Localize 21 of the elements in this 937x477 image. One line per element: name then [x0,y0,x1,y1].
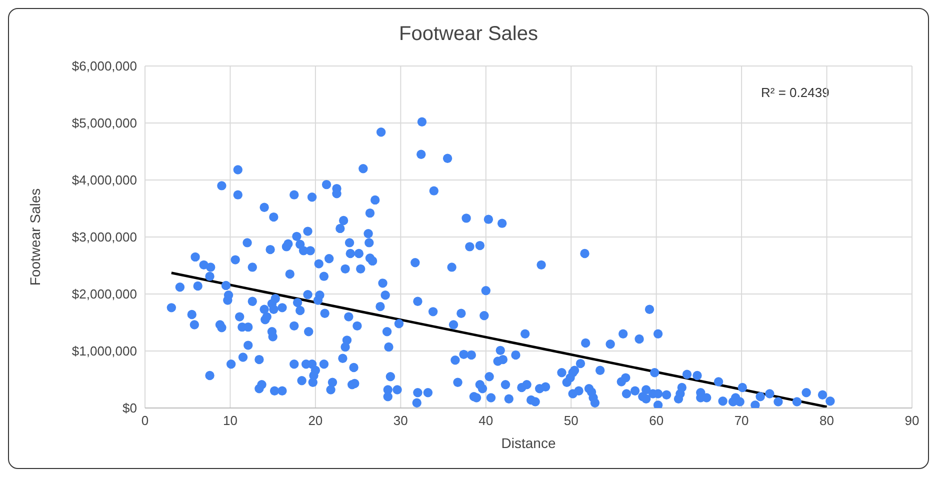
x-tick-label: 40 [478,413,494,428]
x-tick-label: 10 [222,413,238,428]
x-tick-label: 20 [308,413,323,428]
x-tick-label: 90 [904,413,920,428]
x-tick-label: 80 [820,413,834,428]
x-tick-label: 60 [649,413,664,428]
y-tick-label: $5,000,000 [72,116,137,131]
y-tick-label: $2,000,000 [72,286,137,302]
x-tick-label: 70 [734,413,749,428]
y-tick-label: $6,000,000 [72,58,137,74]
y-tick-label: $0 [122,400,137,416]
annotation: R² = 0.2439 [761,85,830,100]
x-axis-title: Distance [501,435,556,451]
x-tick-label: 0 [141,413,149,428]
y-tick-label: $1,000,000 [72,344,137,359]
x-tick-label: 30 [393,413,408,428]
x-tick-label: 50 [564,413,578,428]
y-tick-label: $4,000,000 [72,172,137,188]
y-axis-title: Footwear Sales [26,188,43,286]
y-tick-label: $3,000,000 [72,230,137,245]
chart-title: Footwear Sales [398,23,539,46]
